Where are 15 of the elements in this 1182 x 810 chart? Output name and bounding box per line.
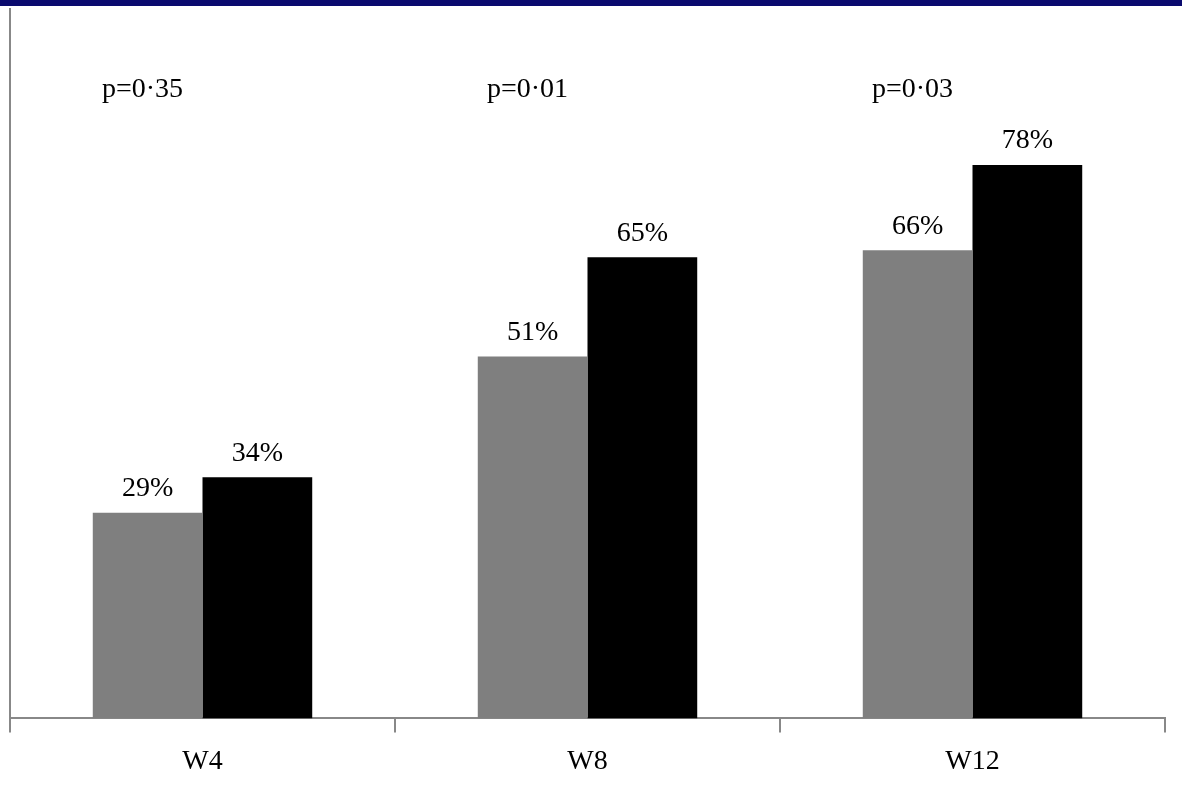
annotation: p=0·03 [871,72,954,104]
data-label: 78% [1001,123,1054,155]
bar [202,477,313,719]
bar [587,257,698,719]
annotation: p=0·01 [486,72,569,104]
bar [972,165,1083,719]
data-label: 66% [891,208,944,240]
data-label: 51% [506,314,559,346]
x-tick-label: W12 [945,743,1000,775]
x-tick-label: W8 [567,743,608,775]
data-label: 65% [616,215,669,247]
annotation: p=0·35 [101,72,184,104]
data-label: 29% [121,471,174,503]
data-label: 34% [231,435,284,467]
x-tick-label: W4 [182,743,223,775]
